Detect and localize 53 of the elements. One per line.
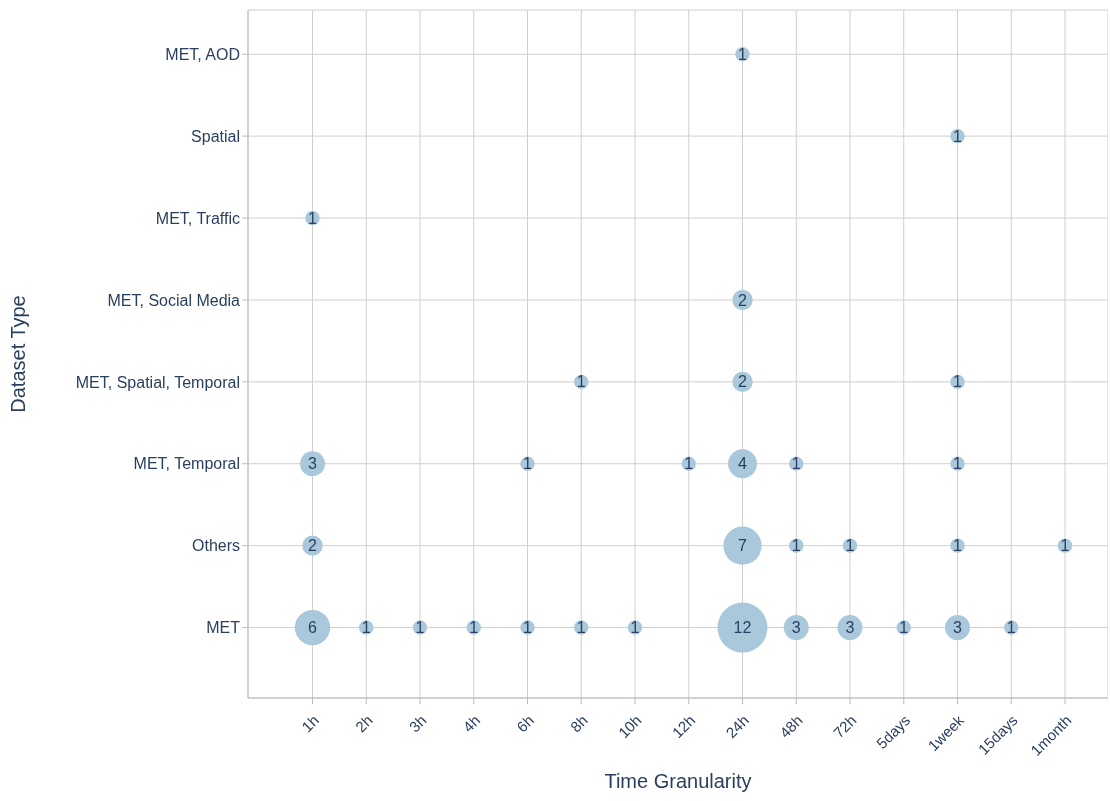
data-label: 7 [738,537,748,555]
y-tick-label: Spatial [191,127,240,145]
data-label: 2 [738,291,748,309]
data-label: 3 [308,455,318,473]
data-label: 1 [630,619,640,637]
y-axis-title: Dataset Type [7,295,30,413]
y-tick-label: Others [191,537,240,555]
x-tick-label: 72h [829,711,860,742]
y-tick-label: MET, AOD [165,45,240,63]
y-tick-label: MET [206,619,241,637]
x-tick-label: 48h [776,711,806,742]
data-label: 1 [845,537,855,555]
data-label: 1 [1006,619,1016,637]
data-label: 1 [361,619,371,637]
data-label: 3 [845,619,855,637]
data-label: 1 [576,619,586,637]
x-tick-label: 12h [668,711,699,742]
data-label: 6 [308,619,318,637]
data-label: 3 [791,619,801,637]
data-label: 1 [738,45,748,63]
y-tick-label: MET, Temporal [133,455,240,473]
data-label: 2 [738,373,748,391]
data-label: 1 [791,537,801,555]
data-label: 12 [733,619,752,637]
data-label: 1 [899,619,909,637]
data-label: 1 [953,537,963,555]
x-tick-label: 10h [614,711,645,742]
data-label: 4 [738,455,748,473]
x-tick-label: 3h [405,711,430,736]
x-tick-label: 2h [351,711,376,736]
x-tick-label: 8h [566,711,591,736]
data-label: 1 [684,455,694,473]
y-tick-label: MET, Social Media [107,291,241,309]
y-tick-label: MET, Traffic [155,209,240,227]
data-label: 1 [953,455,963,473]
data-label: 1 [576,373,586,391]
x-tick-label: 1h [298,711,323,736]
data-label: 1 [1060,537,1070,555]
x-tick-label: 6h [513,711,538,736]
x-tick-label: 24h [722,711,753,742]
data-label: 1 [791,455,801,473]
data-label: 1 [523,619,533,637]
y-tick-label: MET, Spatial, Temporal [75,373,240,391]
data-label: 1 [308,209,318,227]
data-label: 1 [469,619,479,637]
x-axis-title: Time Granularity [604,770,752,792]
data-label: 1 [523,455,533,473]
data-label: 2 [308,537,318,555]
data-label: 3 [953,619,963,637]
data-label: 1 [415,619,425,637]
data-label: 1 [953,373,963,391]
data-label: 1 [953,127,963,145]
x-tick-label: 4h [459,711,484,736]
